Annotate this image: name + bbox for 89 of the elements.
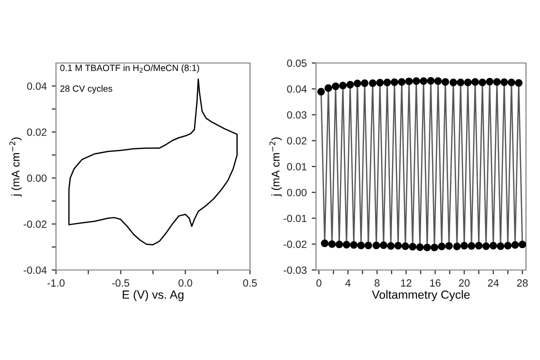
point	[504, 242, 512, 250]
point	[390, 78, 398, 86]
y-axis-title: j (mA cm$^{−2}$)	[269, 138, 282, 196]
point	[412, 77, 420, 85]
point	[464, 78, 472, 86]
y-tick-label: 0.02	[287, 137, 306, 144]
point	[354, 80, 362, 88]
point	[490, 242, 498, 250]
line-series	[68, 78, 238, 246]
point	[500, 78, 508, 86]
point	[493, 78, 501, 86]
x-tick-label: 4	[345, 279, 351, 287]
point	[416, 243, 424, 252]
x-axis-title: E (V) vs. Ag	[122, 290, 184, 302]
y-tick-label: 0.05	[287, 60, 307, 67]
point	[350, 241, 358, 249]
point	[387, 242, 395, 250]
point	[438, 242, 446, 250]
point	[368, 79, 376, 87]
y-tick-label: 0.04	[27, 82, 47, 90]
point	[460, 242, 468, 250]
point	[474, 242, 483, 250]
point	[398, 78, 406, 86]
y-tick-label: 0.00	[27, 174, 47, 182]
point	[471, 78, 479, 86]
x-tick-label: 28	[517, 279, 528, 287]
point	[445, 242, 453, 250]
y-tick-label: 0.01	[287, 163, 306, 170]
point	[372, 242, 380, 250]
point	[383, 78, 392, 86]
point	[511, 241, 519, 249]
point	[427, 77, 435, 85]
point	[450, 78, 458, 86]
x-axis-title: Voltammetry Cycle	[372, 290, 470, 302]
y-tick-label: 0.00	[287, 188, 307, 196]
point	[402, 242, 410, 250]
x-tick-label: 20	[458, 279, 470, 287]
point	[514, 79, 523, 87]
y-tick-label: -0.03	[284, 266, 307, 274]
point	[328, 240, 336, 248]
point	[332, 82, 340, 90]
y-tick-label: -0.04	[24, 266, 47, 274]
point	[430, 244, 438, 252]
point	[420, 77, 428, 85]
point	[364, 242, 372, 250]
y-tick-label: -0.01	[284, 214, 306, 222]
point	[380, 241, 388, 249]
y-tick-label: -0.02	[24, 220, 46, 228]
point	[518, 240, 526, 248]
point	[408, 242, 416, 251]
y-tick-label: -0.02	[284, 240, 306, 248]
x-tick-label: 0.5	[243, 279, 257, 287]
x-tick-label: 16	[430, 279, 441, 287]
point	[423, 244, 431, 252]
y-tick-label: 0.02	[27, 128, 46, 136]
point	[442, 78, 450, 86]
x-tick-label: 24	[488, 279, 499, 287]
annotation: 0.1 M TBAOTF in H$_{2}$O/MeCN (8:1)	[60, 64, 200, 73]
point	[376, 78, 384, 86]
y-tick-label: 0.03	[287, 111, 307, 119]
point	[486, 78, 494, 86]
point	[456, 78, 464, 86]
point	[453, 242, 461, 250]
x-tick-label: 8	[374, 279, 380, 287]
point	[357, 242, 365, 250]
point	[482, 242, 490, 250]
point	[468, 242, 476, 250]
point	[394, 242, 402, 250]
x-tick-label: 0.0	[178, 279, 192, 287]
point	[405, 78, 413, 86]
point	[346, 80, 354, 89]
point	[434, 77, 442, 85]
point	[335, 240, 344, 248]
y-tick-label: 0.04	[287, 85, 307, 93]
x-tick-label: 12	[401, 279, 412, 287]
x-tick-label: -1.0	[47, 279, 65, 287]
y-axis-title: j (mA cm$^{−2}$)	[9, 138, 22, 196]
point	[342, 240, 350, 248]
annotation: 28 CV cycles	[60, 85, 112, 94]
x-tick-label: -0.5	[112, 279, 130, 287]
point	[320, 240, 329, 248]
point	[360, 79, 368, 87]
point	[324, 84, 332, 92]
point	[508, 78, 516, 86]
point	[317, 88, 325, 96]
x-tick-label: 0	[316, 279, 322, 287]
point	[339, 82, 347, 90]
point	[478, 78, 486, 86]
point	[496, 242, 504, 250]
